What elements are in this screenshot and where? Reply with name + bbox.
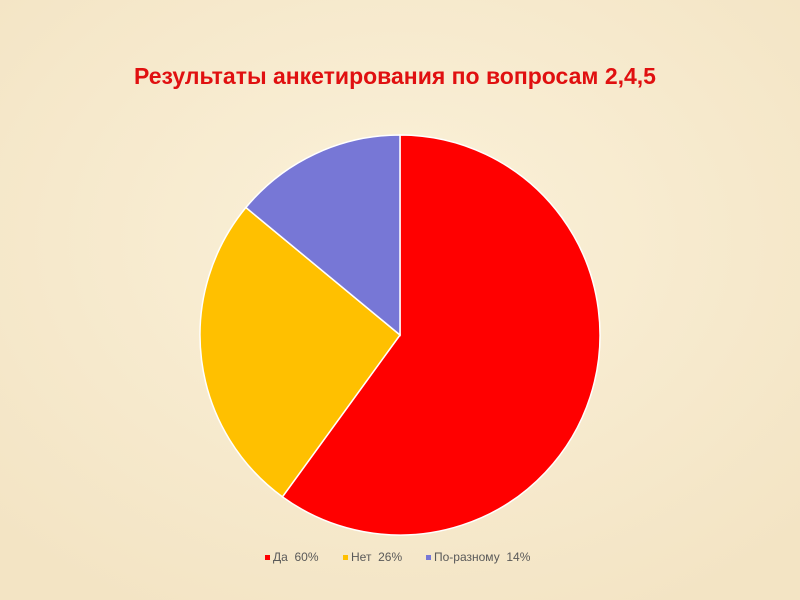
legend-label: По-разному 14% — [434, 550, 531, 564]
legend-label: Нет 26% — [351, 550, 402, 564]
pie-slice — [281, 134, 601, 536]
chart-title: Результаты анкетирования по вопросам 2,4… — [134, 63, 656, 89]
legend-label: Да 60% — [273, 550, 319, 564]
pie-slice — [244, 134, 401, 337]
legend-marker — [343, 555, 348, 560]
pie-slice — [199, 206, 402, 498]
legend-marker — [426, 555, 431, 560]
legend-marker — [265, 555, 270, 560]
